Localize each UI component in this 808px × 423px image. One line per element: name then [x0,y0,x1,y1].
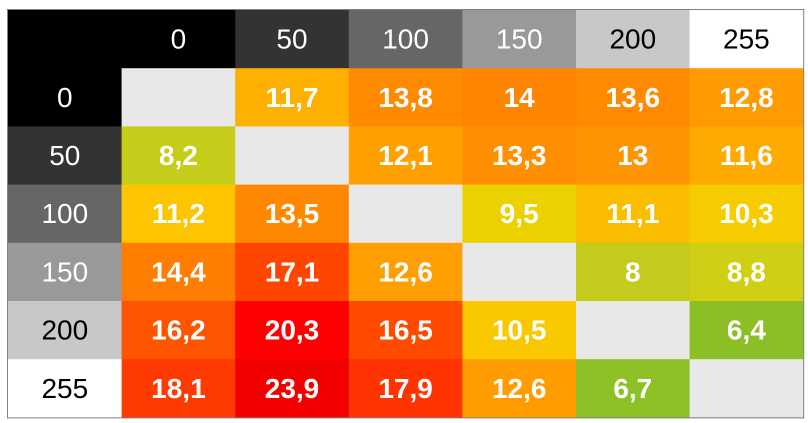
row-header-label: 50 [49,140,80,171]
column-header-label: 150 [496,24,543,55]
heatmap-cell [348,126,463,186]
heatmap-cell [235,184,350,244]
cell-value: 13,6 [606,82,661,113]
row-header-label: 0 [57,82,73,113]
heatmap-cell [121,359,236,418]
empty-cell [462,242,577,302]
cell-value: 13 [617,140,648,171]
cell-value: 16,2 [151,315,206,346]
column-header-label: 0 [171,24,187,55]
column-header-label: 255 [723,24,770,55]
row-header-cell [8,242,123,302]
column-header-cell [576,10,691,69]
heatmap-cell [462,126,577,186]
table-border [7,9,805,419]
row-header-cell [8,301,123,360]
cell-value: 12,6 [492,373,547,404]
empty-cell [121,68,236,127]
heatmap-cell [235,359,350,418]
heatmap-cell [576,242,691,302]
heatmap-cell [235,242,350,302]
row-header-label: 255 [41,373,88,404]
cell-value: 8,8 [727,256,766,287]
heatmap-cell [576,126,691,186]
corner-cell [8,10,123,69]
cell-value: 6,7 [613,373,652,404]
empty-cell [348,184,463,244]
cell-value: 18,1 [151,373,206,404]
cell-value: 12,6 [378,256,433,287]
row-header-cell [8,359,123,418]
cell-value: 13,5 [265,198,320,229]
heatmap-cell [576,184,691,244]
row-header-cell [8,184,123,244]
heatmap-cell [121,301,236,360]
column-header-cell [348,10,463,69]
cell-value: 11,7 [266,82,319,113]
cell-value: 11,2 [152,198,205,229]
cell-value: 10,3 [719,198,774,229]
column-header-label: 100 [382,24,429,55]
heatmap-cell [121,242,236,302]
heatmap-cell [462,184,577,244]
heatmap-cell [462,359,577,418]
heatmap-cell [689,68,804,127]
heatmap-cell [348,242,463,302]
heatmap-cell [121,184,236,244]
cell-value: 20,3 [265,315,320,346]
heatmap-cell [689,301,804,360]
cell-value: 10,5 [492,315,547,346]
cell-value: 13,3 [492,140,547,171]
row-header-cell [8,126,123,186]
cell-value: 14,4 [151,256,206,287]
heatmap-cell [689,242,804,302]
empty-cell [689,359,804,418]
column-header-cell [121,10,236,69]
heatmap-cell [689,184,804,244]
empty-cell [235,126,350,186]
cell-value: 12,1 [378,140,433,171]
row-header-label: 100 [41,198,88,229]
heatmap-cell [348,301,463,360]
heatmap-cell [576,359,691,418]
column-header-cell [689,10,804,69]
empty-cell [576,301,691,360]
cell-value: 9,5 [500,198,539,229]
heatmap-cell [235,68,350,127]
row-header-label: 200 [41,315,88,346]
heatmap-cell [348,68,463,127]
heatmap-cell [121,126,236,186]
column-header-label: 200 [609,24,656,55]
cell-value: 6,4 [727,315,766,346]
heatmap-cell [462,301,577,360]
cell-value: 17,9 [378,373,433,404]
heatmap-cell [462,68,577,127]
cell-value: 16,5 [378,315,433,346]
cell-value: 14 [504,82,536,113]
column-header-cell [462,10,577,69]
cell-value: 13,8 [378,82,433,113]
heatmap-cell [689,126,804,186]
row-header-label: 150 [41,256,88,287]
cell-value: 8 [625,256,641,287]
cell-value: 11,1 [606,198,659,229]
heatmap-cell [348,359,463,418]
heatmap-cell [235,301,350,360]
cell-value: 8,2 [159,140,198,171]
cell-value: 12,8 [719,82,774,113]
row-header-cell [8,68,123,127]
heatmap-cell [576,68,691,127]
column-header-cell [235,10,350,69]
cell-value: 17,1 [265,256,320,287]
cell-value: 23,9 [265,373,320,404]
cell-value: 11,6 [720,140,773,171]
column-header-label: 50 [276,24,307,55]
